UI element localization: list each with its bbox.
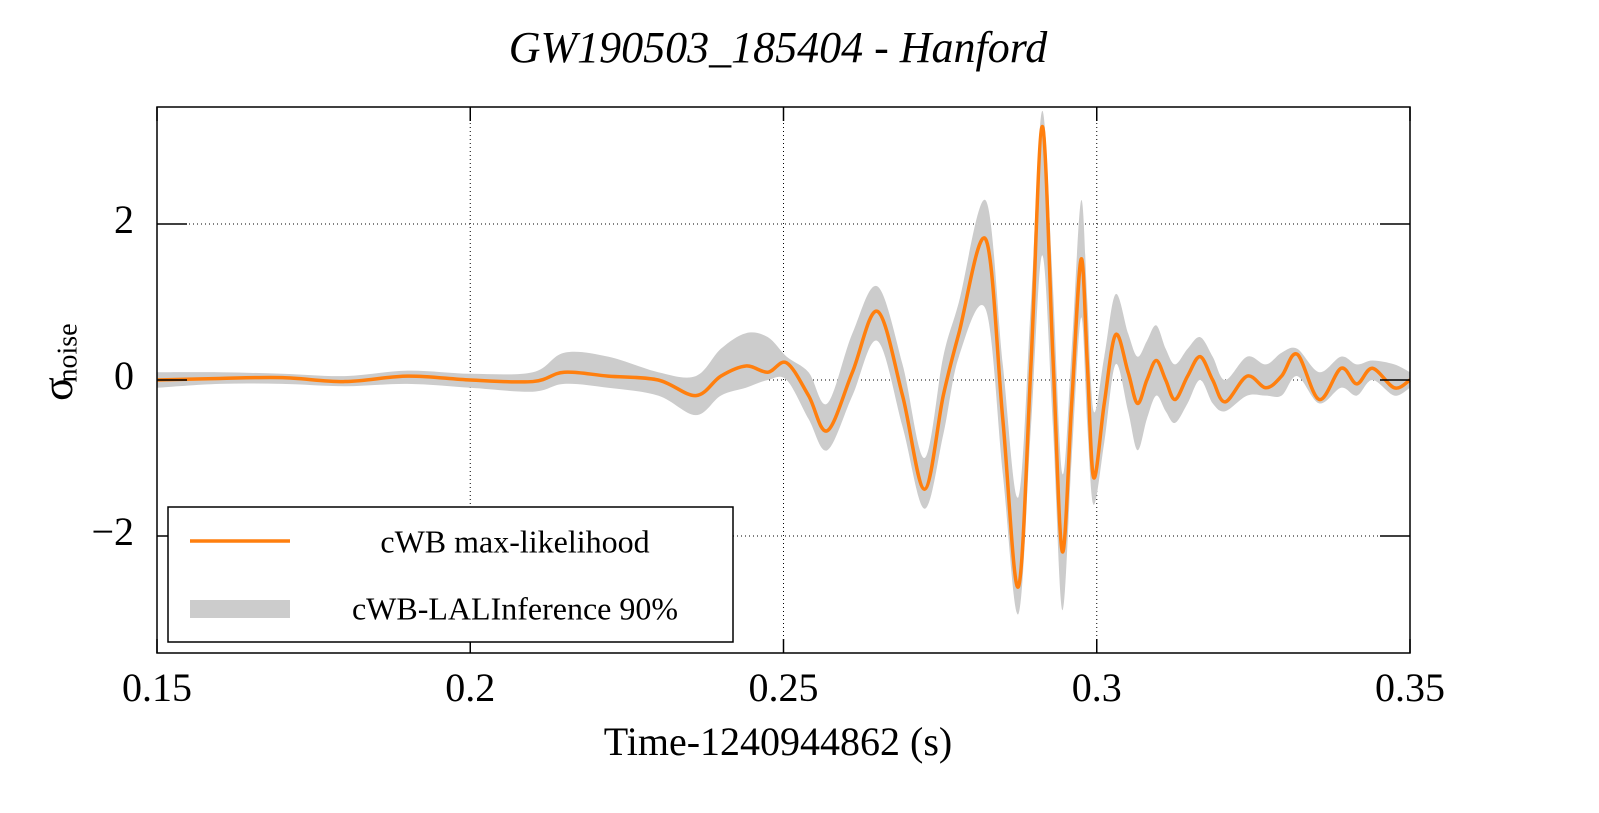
x-tick-label: 0.3 [1072,665,1122,710]
chart-title: GW190503_185404 - Hanford [509,23,1049,72]
y-axis-symbol: σ [33,377,82,401]
legend: cWB max-likelihood cWB-LALInference 90% [167,506,734,643]
x-axis-label: Time-1240944862 (s) [604,719,953,764]
x-tick-label: 0.35 [1375,665,1445,710]
y-tick-label: 2 [114,197,134,242]
y-axis-label: σ noise [33,323,83,400]
legend-label: cWB-LALInference 90% [352,590,678,626]
y-tick-label: −2 [91,509,134,554]
x-tick-label: 0.25 [749,665,819,710]
y-tick-label: 0 [114,353,134,398]
legend-label: cWB max-likelihood [380,523,649,559]
y-axis-subscript: noise [52,323,83,382]
x-tick-label: 0.2 [445,665,495,710]
legend-box [167,506,734,643]
legend-band-swatch [190,600,290,618]
data-line [156,124,1411,589]
x-tick-label: 0.15 [122,665,192,710]
